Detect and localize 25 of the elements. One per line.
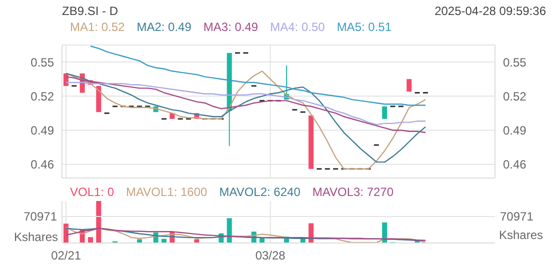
text: MAVOL2: 6240 [219,185,300,199]
y2-tick-label: 0.49 [503,124,527,138]
y2-tick-label: 0.55 [503,55,527,70]
text: MA4: 0.50 [270,20,325,34]
text: 2025-04-28 09:59:36 [434,4,546,18]
y-tick-label: 0.49 [30,124,54,138]
y2-tick-label: 0.52 [503,89,527,104]
y-tick-label: 0.52 [30,89,54,104]
x-tick-label: 03/28 [255,248,286,263]
x-tick-label: 02/21 [51,248,82,263]
text: MA5: 0.51 [336,20,392,34]
text: MA2: 0.49 [136,20,192,34]
text: MA1: 0.52 [70,20,125,34]
text: MA3: 0.49 [203,20,258,34]
text: MAVOL1: 1600 [126,185,208,199]
y2-axis-title: Kshares [499,228,544,242]
text: 70971 [24,210,58,224]
text: MAVOL3: 7270 [312,185,394,199]
series-label: VOL1: 0 [70,185,114,199]
y-axis-title: Kshares [14,230,58,244]
chart-title: ZB9.SI - D [62,4,118,18]
text: 70971 [500,210,534,224]
y2-tick-label: 0.46 [503,158,527,172]
y-tick-label: 0.46 [30,158,54,172]
y-tick-label: 0.55 [30,55,54,70]
